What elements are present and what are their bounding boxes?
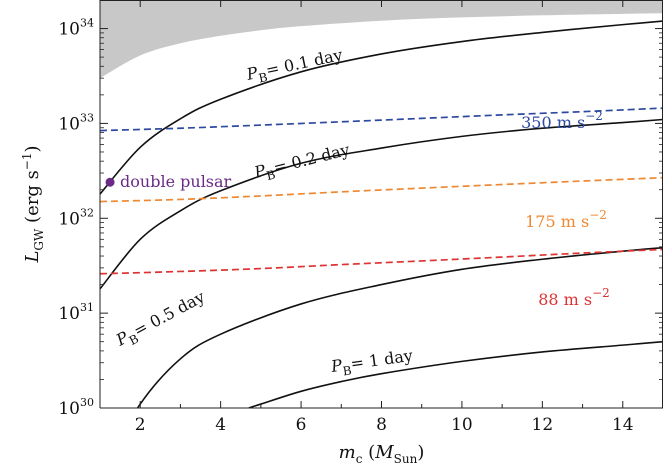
y-tick-label-4: 1034 [58,17,94,40]
excluded-region [100,0,663,79]
series-line-3 [248,340,663,408]
y-tick-label-0: 1030 [58,396,94,419]
y-tick-label-2: 1032 [58,206,94,229]
y-tick-label-1: 1031 [58,301,94,324]
x-tick-label-3: 8 [376,415,387,435]
x-tick-label-4: 10 [451,415,473,435]
plot-area [100,0,663,408]
series-line-2 [136,246,663,408]
x-tick-label-5: 12 [532,415,554,435]
series-line-6 [100,248,663,275]
series-line-5 [100,176,663,203]
y-tick-label-3: 1033 [58,111,94,134]
x-axis-title: mc (MSun) [339,442,425,466]
plot-content [100,0,663,408]
curve-label-6: 88 m s−2 [538,286,610,309]
x-tick-label-6: 14 [612,415,634,435]
y-axis-title-text: LGW (erg s−1) [20,145,46,263]
point-label-0: double pulsar [120,172,232,191]
x-tick-label-2: 6 [296,415,307,435]
x-tick-label-1: 4 [215,415,226,435]
data-point-0 [105,177,115,187]
curve-label-5: 175 m s−2 [525,208,607,231]
x-tick-label-0: 2 [135,415,146,435]
curve-label-4: 350 m s−2 [521,109,603,132]
series-line-4 [100,107,663,132]
y-axis-title: LGW (erg s−1) [20,145,46,263]
series-line-0 [100,20,663,195]
series-line-1 [100,118,663,290]
